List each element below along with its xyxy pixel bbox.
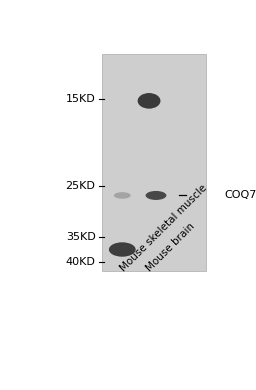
- Ellipse shape: [114, 192, 131, 199]
- FancyBboxPatch shape: [102, 54, 206, 271]
- Text: 35KD: 35KD: [66, 232, 95, 243]
- Ellipse shape: [138, 93, 161, 109]
- Text: Mouse skeletal muscle: Mouse skeletal muscle: [118, 183, 209, 273]
- Text: 25KD: 25KD: [66, 181, 95, 191]
- Text: 15KD: 15KD: [66, 94, 95, 105]
- Ellipse shape: [146, 191, 166, 200]
- Text: 40KD: 40KD: [66, 257, 95, 266]
- Text: COQ7: COQ7: [225, 190, 256, 200]
- Text: Mouse brain: Mouse brain: [144, 221, 196, 273]
- Ellipse shape: [109, 242, 136, 257]
